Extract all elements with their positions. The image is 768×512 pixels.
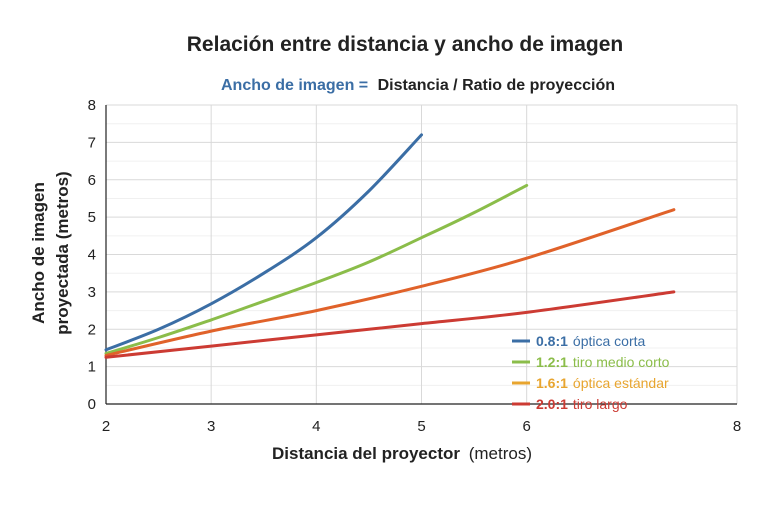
legend-ratio: 1.2:1 [536, 354, 568, 370]
y-tick-label: 3 [88, 284, 96, 301]
legend-entry-0: 0.8:1 óptica corta [536, 333, 646, 349]
legend-label: óptica corta [573, 333, 646, 349]
y-axis-label-line1: Ancho de imagen [29, 182, 48, 324]
y-axis-label-2: proyectada (metros) [53, 171, 72, 334]
y-tick-label: 4 [88, 247, 96, 264]
y-axis-label: Ancho de imagen [29, 182, 48, 324]
series-line-3 [104, 290, 676, 359]
x-tick-label: 2 [102, 418, 110, 435]
legend-entry-2: 1.6:1 óptica estándar [536, 375, 669, 391]
x-tick-label: 4 [312, 418, 320, 435]
series-line-2 [104, 208, 676, 357]
series-line-0 [104, 133, 423, 352]
x-tick-label: 8 [733, 418, 741, 435]
legend-entry-1: 1.2:1 tiro medio corto [536, 354, 670, 370]
legend-ratio: 1.6:1 [536, 375, 568, 391]
legend-label: óptica estándar [573, 375, 669, 391]
y-tick-label: 0 [88, 396, 96, 413]
x-tick-label: 5 [417, 418, 425, 435]
y-tick-label: 6 [88, 172, 96, 189]
y-tick-label: 5 [88, 209, 96, 226]
subtitle-highlight: Ancho de imagen = [221, 77, 368, 94]
legend-entry-3: 2.0:1 tiro largo [536, 396, 628, 412]
legend-ratio: 0.8:1 [536, 333, 568, 349]
grid [106, 104, 738, 404]
x-tick-label: 6 [522, 418, 530, 435]
axes: 0 1 2 3 4 5 6 7 8 2 3 4 5 6 8 [88, 97, 742, 435]
x-tick-label: 3 [207, 418, 215, 435]
chart-title: Relación entre distancia y ancho de imag… [187, 33, 623, 56]
legend-label: tiro medio corto [573, 354, 670, 370]
y-tick-label: 7 [88, 134, 96, 151]
y-tick-label: 2 [88, 321, 96, 338]
legend-ratio: 2.0:1 [536, 396, 568, 412]
x-axis-label: Distancia del proyector (metros) [272, 444, 532, 463]
subtitle-rest: Distancia / Ratio de proyección [378, 77, 615, 94]
chart-subtitle: Ancho de imagen = Distancia / Ratio de p… [221, 77, 615, 94]
y-tick-label: 1 [88, 359, 96, 376]
y-tick-label: 8 [88, 97, 96, 114]
legend-label: tiro largo [573, 396, 628, 412]
series-line-1 [104, 183, 529, 355]
x-axis-label-unit: (metros) [469, 444, 532, 463]
series-lines [104, 133, 676, 359]
x-axis-label-bold: Distancia del proyector [272, 444, 460, 463]
y-axis-label-line2: proyectada (metros) [53, 171, 72, 334]
